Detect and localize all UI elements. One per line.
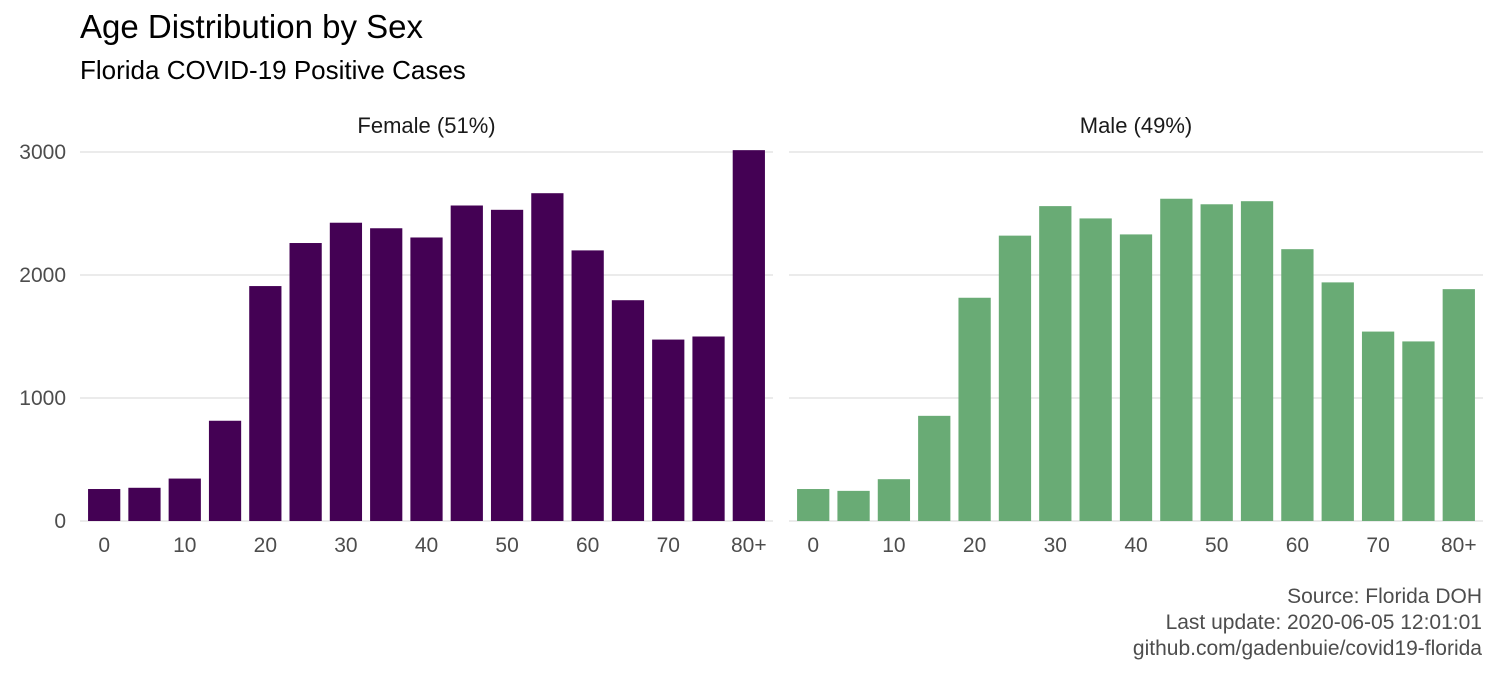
caption-source: Source: Florida DOH xyxy=(1287,585,1482,608)
panel-strip-label-2: Male (49%) xyxy=(1080,113,1192,138)
bar-panel1-0 xyxy=(88,489,121,521)
bar-panel1-75 xyxy=(692,336,725,521)
bar-panel2-10 xyxy=(877,479,911,521)
bar-panel1-10 xyxy=(168,478,201,521)
bar-panel2-70 xyxy=(1361,331,1395,521)
x-tick-label-panel1-80+: 80+ xyxy=(731,534,767,557)
x-tick-label-panel1-10: 10 xyxy=(173,534,196,557)
y-tick-label-3000: 3000 xyxy=(19,141,66,164)
bar-panel1-30 xyxy=(329,222,363,521)
bar-panel2-0 xyxy=(797,489,830,521)
y-tick-label-2000: 2000 xyxy=(19,264,66,287)
bar-panel2-25 xyxy=(998,235,1032,521)
bar-panel2-50 xyxy=(1200,204,1233,521)
bar-panel2-35 xyxy=(1079,218,1112,522)
bar-panel2-65 xyxy=(1321,282,1354,521)
x-tick-label-panel2-50: 50 xyxy=(1205,534,1228,557)
bar-panel2-55 xyxy=(1240,201,1274,521)
y-tick-label-1000: 1000 xyxy=(19,387,66,410)
bar-panel2-30 xyxy=(1039,206,1072,521)
bar-panel1-60 xyxy=(571,250,604,521)
x-tick-label-panel1-0: 0 xyxy=(98,534,110,557)
x-tick-label-panel2-20: 20 xyxy=(963,534,986,557)
bar-panel1-65 xyxy=(611,300,645,521)
x-tick-label-panel2-70: 70 xyxy=(1366,534,1389,557)
bar-panel2-80+ xyxy=(1442,289,1475,521)
x-tick-label-panel2-60: 60 xyxy=(1286,534,1309,557)
x-tick-label-panel1-30: 30 xyxy=(334,534,357,557)
bar-panel1-45 xyxy=(450,205,483,521)
bar-panel1-15 xyxy=(208,420,242,521)
bar-panel1-35 xyxy=(370,228,403,521)
x-tick-label-panel2-40: 40 xyxy=(1124,534,1147,557)
x-tick-label-panel2-0: 0 xyxy=(807,534,819,557)
bar-panel1-80+ xyxy=(732,150,765,521)
bar-panel2-20 xyxy=(958,297,991,521)
x-tick-label-panel1-20: 20 xyxy=(254,534,277,557)
chart-caption: Source: Florida DOH Last update: 2020-06… xyxy=(1133,584,1482,662)
panel-strip-label-1: Female (51%) xyxy=(357,113,495,138)
bar-panel2-15 xyxy=(918,415,951,521)
chart-title: Age Distribution by Sex xyxy=(80,8,424,45)
bar-panel2-40 xyxy=(1119,234,1153,521)
bar-panel1-20 xyxy=(249,286,282,521)
x-tick-label-panel1-50: 50 xyxy=(495,534,518,557)
x-tick-label-panel2-10: 10 xyxy=(882,534,905,557)
bar-panel1-50 xyxy=(490,209,524,521)
x-tick-label-panel1-40: 40 xyxy=(415,534,438,557)
bar-panel1-5 xyxy=(128,487,161,521)
x-tick-label-panel2-30: 30 xyxy=(1044,534,1067,557)
bar-panel2-5 xyxy=(837,490,870,521)
bar-panel2-60 xyxy=(1281,249,1314,522)
y-tick-label-0: 0 xyxy=(54,510,66,533)
bar-panel2-75 xyxy=(1402,341,1435,521)
bar-panel2-45 xyxy=(1160,198,1193,522)
x-tick-label-panel1-60: 60 xyxy=(576,534,599,557)
bar-panel1-40 xyxy=(410,237,443,522)
caption-url: github.com/gadenbuie/covid19-florida xyxy=(1132,637,1482,660)
x-tick-label-panel2-80+: 80+ xyxy=(1441,534,1477,557)
chart-subtitle: Florida COVID-19 Positive Cases xyxy=(80,55,466,85)
bar-panel1-55 xyxy=(531,193,564,521)
caption-last-update: Last update: 2020-06-05 12:01:01 xyxy=(1165,611,1482,634)
bar-panel1-70 xyxy=(652,339,685,521)
bar-panel1-25 xyxy=(289,243,322,521)
x-tick-label-panel1-70: 70 xyxy=(657,534,680,557)
